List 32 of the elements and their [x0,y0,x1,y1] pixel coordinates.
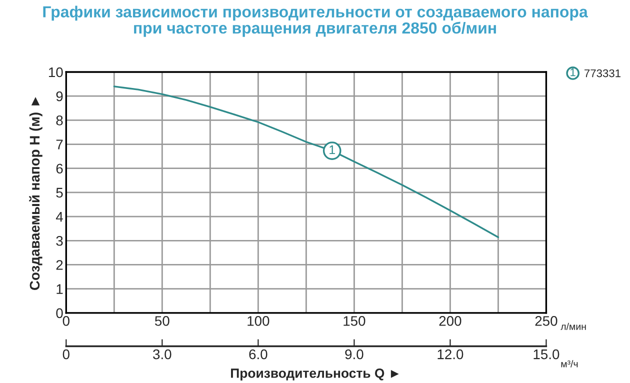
x-tick-label: 250 [535,316,558,326]
y-tick-label: 1 [56,284,63,294]
annotation: 1 [330,145,335,154]
y-tick-label: 0 [56,308,63,318]
y-axis-title: Создаваемый напор Н (м) ► [29,97,42,290]
x-tick-label: 50 [154,316,170,326]
y-tick-label: 6 [56,164,63,174]
text: Производительность Q ► [231,368,399,380]
x-axis-title: л/мин [560,322,586,330]
x2-tick-label: 6.0 [249,349,268,360]
x-tick-label: 0 [62,316,70,326]
x2-tick-label: 0 [62,349,70,360]
x2-tick-label: 9.0 [345,349,364,360]
y-tick-label: 3 [56,236,63,246]
legend-label: 773331 [584,69,620,78]
y-tick-label: 2 [56,260,63,270]
chart-title: Графики зависимости производительности от создаваемого напора при частоте вращения двигателя 2850 об/мин [43,6,588,37]
x2-tick-label: 15.0 [534,349,560,360]
y-tick-label: 8 [56,116,63,126]
x-tick-label: 200 [439,316,462,326]
y-tick-label: 5 [56,188,63,198]
y-tick-label: 10 [48,67,63,78]
x-tick-label: 100 [248,316,270,326]
x2-tick-label: 12.0 [438,349,464,360]
x-tick-label: 150 [344,316,366,326]
y-tick-label: 7 [56,140,63,150]
y-tick-label: 4 [56,212,63,222]
x2-tick-label: 3.0 [153,349,172,360]
x2-axis-title: м³/ч [561,360,578,368]
y-tick-label: 9 [56,91,63,102]
line-series [113,86,500,238]
text: 1 [570,68,576,76]
